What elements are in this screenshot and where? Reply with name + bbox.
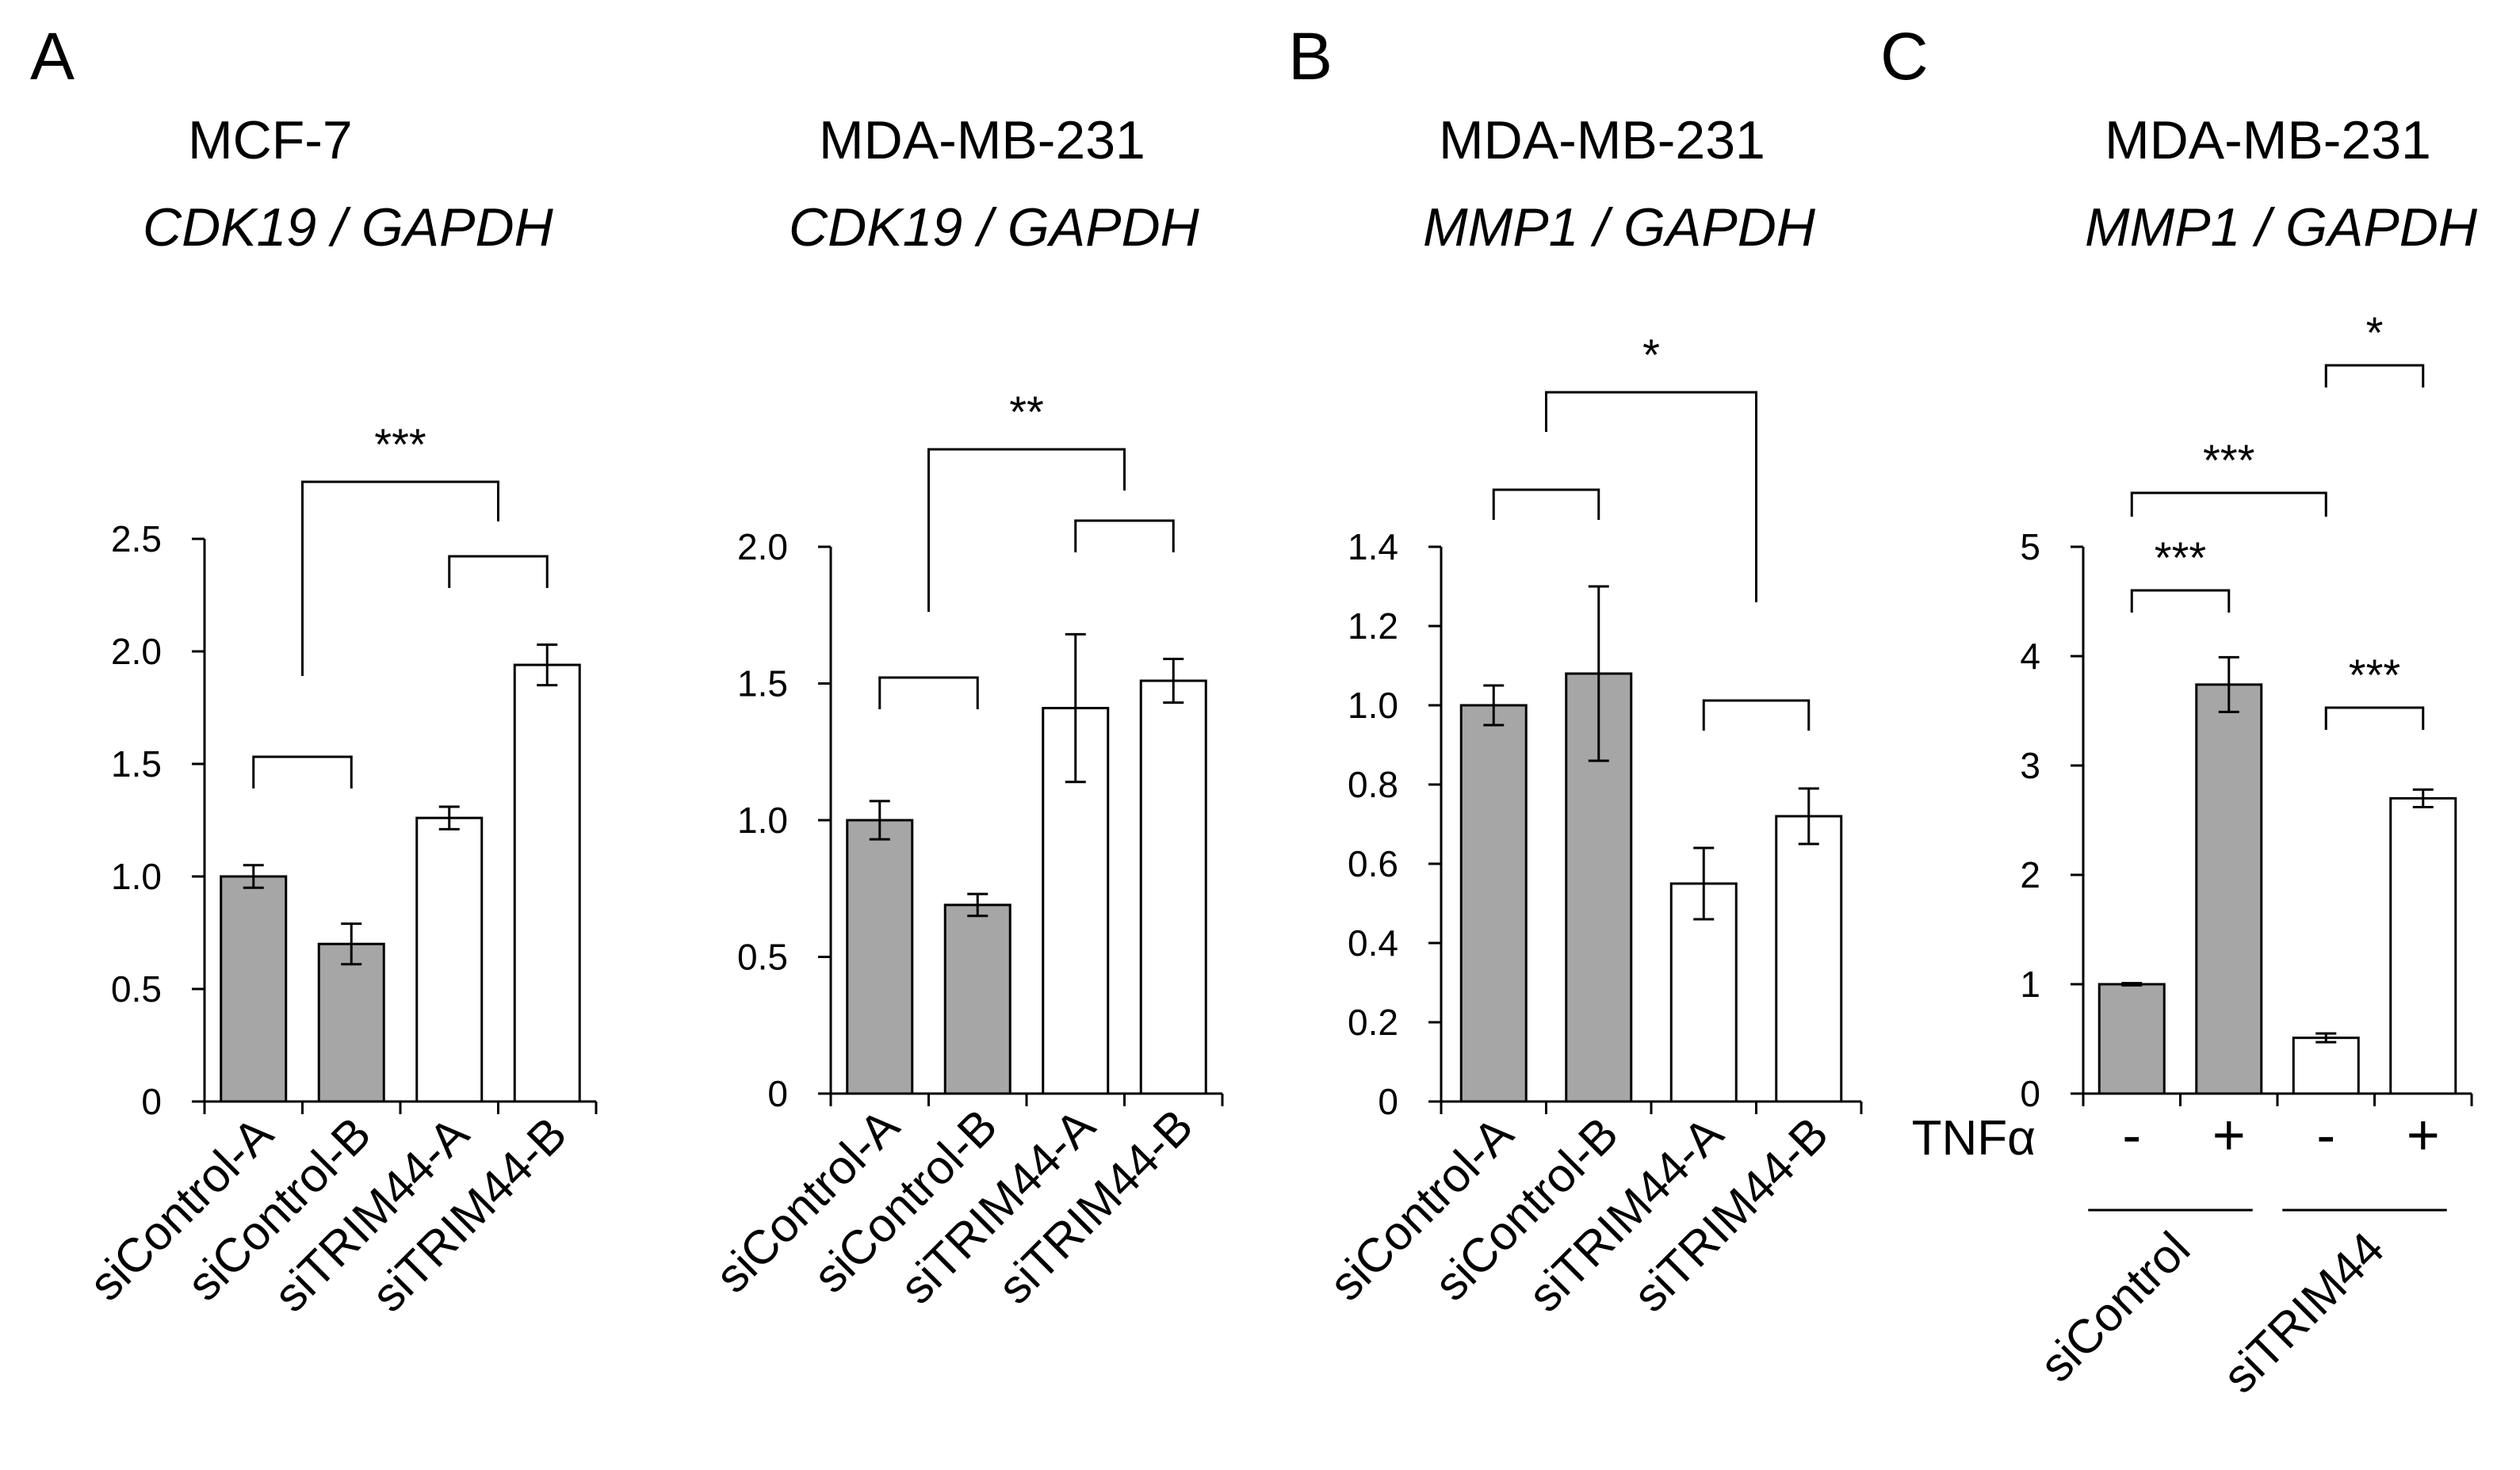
y-tick-label: 2.0 [111,631,162,672]
y-tick-label: 0.5 [737,937,788,978]
bar [220,875,288,1103]
error-bar [869,800,890,841]
significance-bracket [1074,519,1175,552]
error-bar [243,864,264,889]
bar [415,816,484,1103]
bar [1775,815,1843,1103]
y-tick-label: 0 [1378,1081,1398,1122]
y-tick-label: 2.0 [737,526,788,567]
significance-bracket [448,555,549,588]
bar [2195,683,2263,1095]
error-bar [341,922,362,966]
y-tick-label: 0.2 [1348,1002,1398,1043]
y-tick-label: 1.0 [111,856,162,897]
y-tick-label: 0.4 [1348,922,1398,964]
error-bar [2315,1032,2337,1044]
chart-subtitle: MMP1 / GAPDH [2085,197,2478,258]
y-tick-label: 1.0 [737,800,788,841]
bar [846,819,914,1095]
significance-bracket [1492,488,1600,520]
y-tick-label: 1 [2020,964,2040,1005]
error-bar [1065,632,1086,784]
significance-label: *** [2349,650,2400,700]
bar [317,942,385,1103]
chart-subtitle: CDK19 / GAPDH [789,197,1200,258]
y-tick-label: 1.5 [737,663,788,704]
treatment-sign: - [2316,1104,2335,1167]
error-bar [1693,846,1715,921]
error-bar [1163,657,1184,704]
y-tick-label: 5 [2020,526,2040,567]
error-bar [2121,982,2143,987]
panel-letter-a: A [30,19,75,94]
bar [1139,679,1207,1095]
bar [2097,983,2166,1095]
y-tick-label: 1.4 [1348,526,1398,567]
y-tick-label: 0.5 [111,968,162,1010]
panel-letter-b: B [1288,19,1333,94]
error-bar [2218,655,2239,713]
y-tick-label: 0 [141,1081,162,1122]
y-tick-label: 0 [2020,1073,2040,1114]
chart-title: MDA-MB-231 [819,110,1145,170]
chart-title: MDA-MB-231 [1439,110,1765,170]
panel-letter-c: C [1880,19,1929,94]
bar [943,903,1011,1095]
bar [2389,796,2457,1095]
error-bar [2412,788,2434,808]
y-tick-label: 0.8 [1348,764,1398,805]
y-tick-label: 2 [2020,854,2040,895]
bar [2292,1037,2360,1095]
treatment-sign: + [2212,1104,2246,1167]
error-bar [438,805,460,830]
significance-bracket [2130,491,2327,517]
chart-mcf7-cdk19: MCF-7 CDK19 / GAPDH 00.51.01.52.02.5***s… [79,110,598,1322]
error-bar [1483,684,1505,727]
chart-subtitle: MMP1 / GAPDH [1423,197,1816,258]
y-tick-label: 0 [767,1073,788,1114]
y-tick-label: 0.6 [1348,843,1398,884]
chart-mda-cdk19: MDA-MB-231 CDK19 / GAPDH 0 0.5 1.0 1.5 2.0 **… [706,110,1224,1314]
bar [1459,704,1528,1103]
significance-label: *** [2203,435,2254,485]
significance-label: *** [2155,533,2206,582]
treatment-label: TNFα [1912,1111,2036,1166]
significance-bracket [878,676,979,709]
y-tick-label: 1.2 [1348,605,1398,647]
significance-bracket [1545,391,1757,602]
error-bar [1588,585,1609,762]
chart-title: MCF-7 [188,110,353,170]
significance-bracket [252,755,353,788]
significance-bracket [1702,699,1811,731]
significance-label: *** [374,419,426,469]
error-bar [537,643,558,687]
y-tick-label: 1.0 [1348,685,1398,726]
group-label: siControl [2029,1222,2200,1392]
bar [513,663,581,1103]
treatment-sign: + [2407,1104,2440,1167]
chart-mda-mmp1: MDA-MB-231 MMP1 / GAPDH 0 0.2 0.4 0.6 0.8 1.0… [1319,110,1863,1322]
significance-bracket [2324,706,2425,730]
y-tick-label: 3 [2020,745,2040,786]
error-bar [1798,787,1819,846]
significance-bracket [2324,364,2425,388]
y-tick-label: 4 [2020,636,2040,677]
significance-bracket [927,448,1126,612]
significance-bracket [301,480,499,676]
y-tick-label: 1.5 [111,743,162,785]
significance-label: * [1642,330,1660,380]
y-tick-label: 2.5 [111,518,162,559]
treatment-sign: - [2122,1104,2141,1167]
error-bar [967,892,988,918]
chart-title: MDA-MB-231 [2105,110,2431,170]
group-label: siTRIM44 [2212,1222,2394,1403]
chart-subtitle: CDK19 / GAPDH [143,197,554,258]
significance-label: * [2366,307,2384,357]
significance-label: ** [1009,387,1044,437]
significance-bracket [2130,589,2231,613]
